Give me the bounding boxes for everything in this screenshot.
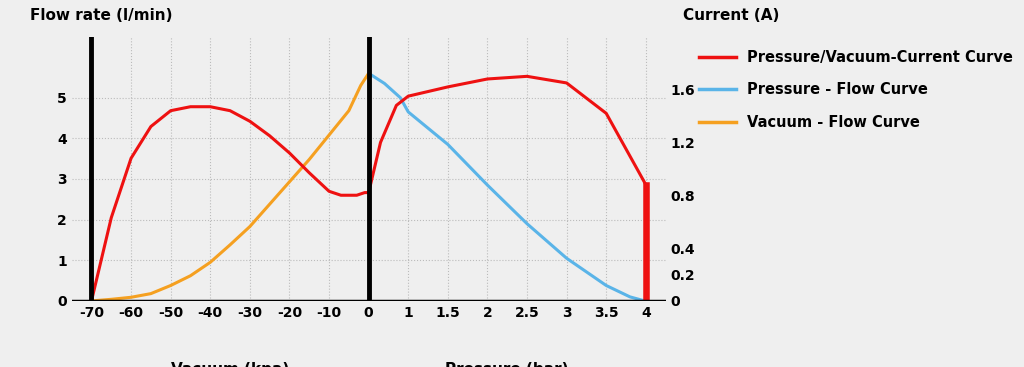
Legend: Pressure/Vacuum-Current Curve, Pressure - Flow Curve, Vacuum - Flow Curve: Pressure/Vacuum-Current Curve, Pressure … xyxy=(693,44,1019,136)
Text: Pressure (bar): Pressure (bar) xyxy=(445,362,569,367)
Text: Vacuum (kpa): Vacuum (kpa) xyxy=(171,362,289,367)
Text: Current (A): Current (A) xyxy=(683,8,780,23)
Text: Flow rate (l/min): Flow rate (l/min) xyxy=(30,8,173,23)
